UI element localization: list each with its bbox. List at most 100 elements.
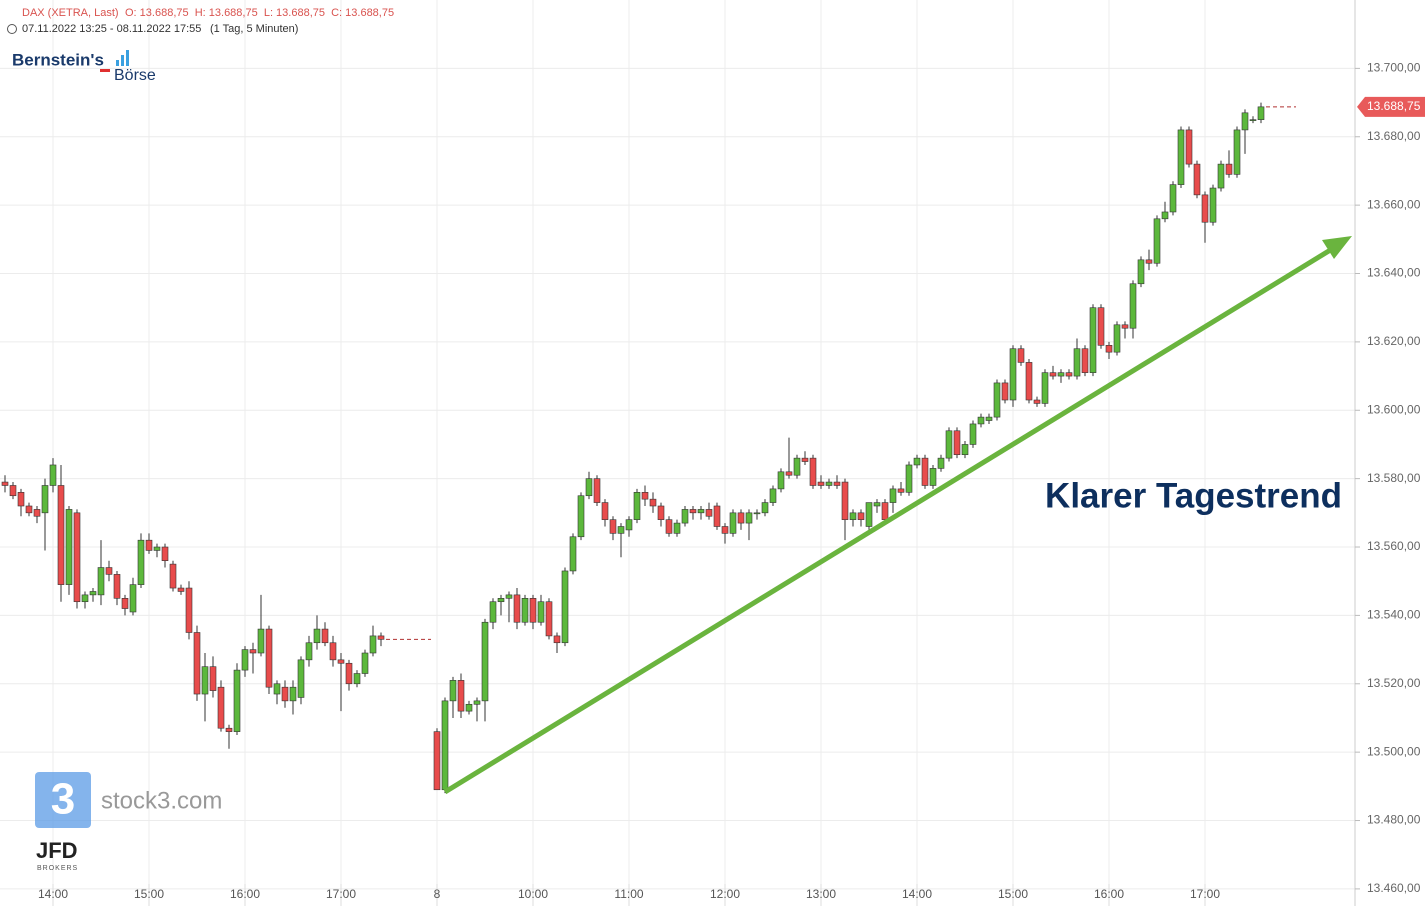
candle-body bbox=[969, 423, 977, 445]
candle-body bbox=[657, 505, 665, 520]
x-tick-label: 11:00 bbox=[614, 887, 643, 901]
candle-body bbox=[1161, 211, 1169, 220]
candle-body bbox=[513, 594, 521, 623]
candle-body bbox=[553, 635, 561, 644]
x-tick-label: 10:00 bbox=[518, 887, 548, 901]
candle-body bbox=[913, 457, 921, 466]
candle-body bbox=[1049, 372, 1057, 377]
candle-body bbox=[137, 539, 145, 585]
candle-body bbox=[721, 526, 729, 534]
candle-body bbox=[257, 628, 265, 654]
candle-body bbox=[817, 481, 825, 486]
candle-body bbox=[177, 587, 185, 592]
candle-body bbox=[353, 673, 361, 685]
candle-body bbox=[249, 649, 257, 654]
y-tick-label: 13.460,00 bbox=[1367, 881, 1421, 895]
candle-body bbox=[193, 632, 201, 695]
candle-body bbox=[1121, 324, 1129, 329]
candles bbox=[1, 102, 1296, 794]
candle-body bbox=[897, 488, 905, 493]
candle-body bbox=[105, 567, 113, 575]
y-tick-label: 13.580,00 bbox=[1367, 471, 1421, 485]
candle-body bbox=[921, 457, 929, 486]
candle-body bbox=[1257, 106, 1265, 120]
candle-body bbox=[433, 731, 441, 791]
candle-body bbox=[1217, 163, 1225, 189]
candle-body bbox=[785, 471, 793, 476]
candle-body bbox=[1081, 348, 1089, 373]
x-tick-label: 13:00 bbox=[806, 887, 836, 901]
candle-body bbox=[793, 457, 801, 476]
clock-icon bbox=[7, 24, 17, 34]
candle-body bbox=[945, 430, 953, 459]
candle-body bbox=[1185, 129, 1193, 165]
last-price-label: 13.688,75 bbox=[1367, 99, 1421, 113]
y-tick-label: 13.700,00 bbox=[1367, 61, 1421, 75]
candle-body bbox=[865, 502, 873, 527]
last-price-box bbox=[1357, 96, 1425, 117]
candle-body bbox=[1089, 307, 1097, 373]
candle-body bbox=[593, 478, 601, 503]
y-tick-label: 13.680,00 bbox=[1367, 129, 1421, 143]
candle-body bbox=[1, 481, 9, 486]
candle-body bbox=[545, 601, 553, 637]
candle-body bbox=[665, 519, 673, 534]
candle-body bbox=[1249, 119, 1257, 121]
stock3-glyph: 3 bbox=[51, 775, 75, 824]
logo-bars bbox=[116, 50, 129, 66]
candle-body bbox=[1145, 259, 1153, 264]
candle-body bbox=[1225, 163, 1233, 175]
candle-body bbox=[993, 382, 1001, 418]
candle-body bbox=[825, 481, 833, 486]
candle-body bbox=[801, 457, 809, 462]
x-tick-label: 14:00 bbox=[902, 887, 932, 901]
candle-body bbox=[753, 512, 761, 515]
candle-body bbox=[369, 635, 377, 654]
candle-body bbox=[153, 546, 161, 551]
candle-body bbox=[233, 669, 241, 732]
candle-body bbox=[809, 457, 817, 486]
candle-body bbox=[697, 509, 705, 514]
instrument: DAX (XETRA, Last) bbox=[22, 7, 119, 19]
candle-body bbox=[905, 464, 913, 493]
candle-body bbox=[481, 621, 489, 702]
candle-body bbox=[729, 512, 737, 534]
candle-body bbox=[617, 526, 625, 534]
candle-body bbox=[1073, 348, 1081, 377]
candle-body bbox=[649, 498, 657, 507]
candle-body bbox=[641, 492, 649, 500]
jfd-logo: JFD bbox=[36, 838, 78, 863]
candle-body bbox=[1097, 307, 1105, 346]
stock3-logo bbox=[35, 772, 91, 828]
candle-body bbox=[1105, 345, 1113, 353]
candle-body bbox=[185, 587, 193, 633]
y-tick-label: 13.520,00 bbox=[1367, 676, 1421, 690]
y-tick-label: 13.640,00 bbox=[1367, 266, 1421, 280]
candle-body bbox=[889, 488, 897, 503]
candle-body bbox=[457, 680, 465, 712]
x-tick-label: 16:00 bbox=[1094, 887, 1124, 901]
y-tick-label: 13.660,00 bbox=[1367, 197, 1421, 211]
candle-body bbox=[1241, 112, 1249, 131]
x-tick-label: 14:00 bbox=[38, 887, 68, 901]
candle-body bbox=[41, 485, 49, 514]
x-tick-label: 8 bbox=[434, 887, 441, 901]
candle-body bbox=[1169, 184, 1177, 213]
candle-body bbox=[1065, 372, 1073, 377]
candle-body bbox=[625, 519, 633, 531]
candle-body bbox=[321, 628, 329, 644]
candle-body bbox=[1025, 362, 1033, 401]
candle-body bbox=[1193, 163, 1201, 196]
ohlc: O: 13.688,75 H: 13.688,75 L: 13.688,75 C… bbox=[125, 7, 394, 19]
candle-body bbox=[305, 642, 313, 661]
candle-body bbox=[169, 563, 177, 589]
candle-body bbox=[217, 686, 225, 729]
y-tick-label: 13.540,00 bbox=[1367, 608, 1421, 622]
candle-body bbox=[329, 642, 337, 661]
candle-body bbox=[713, 505, 721, 527]
candle-body bbox=[857, 512, 865, 520]
candle-body bbox=[961, 444, 969, 456]
candle-body bbox=[97, 567, 105, 596]
candle-body bbox=[161, 546, 169, 561]
candle-body bbox=[1209, 187, 1217, 223]
